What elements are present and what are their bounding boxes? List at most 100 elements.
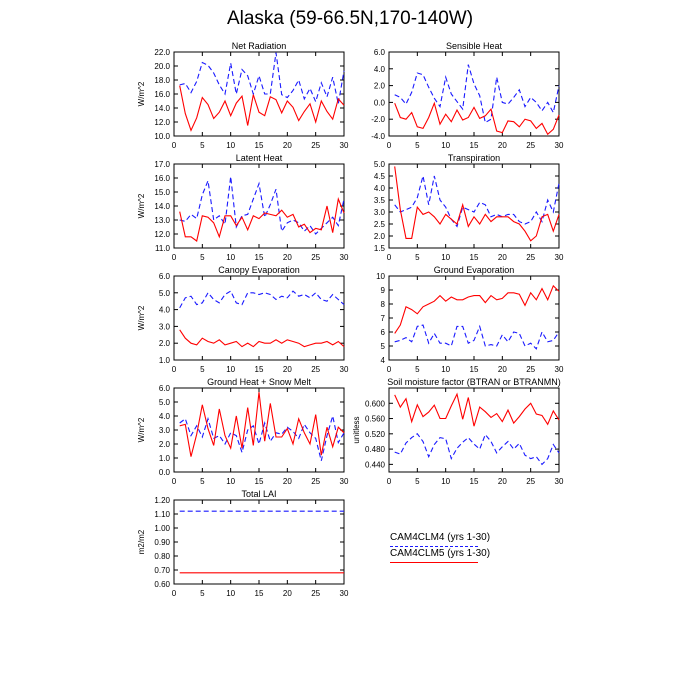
x-tick-label: 10	[441, 477, 450, 486]
x-tick-label: 0	[172, 141, 177, 150]
x-tick-label: 10	[226, 365, 235, 374]
x-tick-label: 15	[470, 477, 479, 486]
x-tick-label: 20	[498, 141, 507, 150]
y-tick-label: 6.0	[159, 272, 171, 281]
y-axis-label: unitless	[352, 416, 361, 443]
panel-frame	[388, 275, 560, 361]
x-tick-label: 20	[498, 253, 507, 262]
series-line-clm4	[179, 415, 345, 461]
y-tick-label: 12.0	[154, 118, 170, 127]
y-tick-label: 4.0	[374, 65, 386, 74]
panel-frame	[173, 499, 345, 585]
y-tick-label: 1.00	[154, 524, 170, 533]
x-tick-label: 0	[387, 253, 392, 262]
x-tick-label: 15	[255, 477, 264, 486]
y-tick-label: 0.0	[159, 468, 171, 477]
y-tick-label: 0.520	[365, 430, 386, 439]
x-tick-label: 0	[172, 477, 177, 486]
panel-3: Transpiration 0 5 10 15 20 25 30 1.5 2.0 2.5 3.0 3.5…	[374, 153, 564, 262]
x-tick-label: 5	[200, 253, 205, 262]
x-tick-label: 25	[311, 253, 320, 262]
y-tick-label: 2.0	[159, 339, 171, 348]
x-tick-label: 15	[255, 141, 264, 150]
legend-item-clm4: CAM4CLM4 (yrs 1-30)	[390, 532, 510, 548]
x-tick-label: 20	[283, 477, 292, 486]
x-tick-label: 25	[526, 477, 535, 486]
series-line-clm5	[179, 85, 345, 132]
panel-title: Net Radiation	[232, 41, 287, 51]
y-tick-label: 3.0	[159, 322, 171, 331]
panel-6: Ground Heat + Snow Melt 0 5 10 15 20 25 30 0.0 1.…	[137, 377, 349, 486]
y-tick-label: 7	[381, 314, 386, 323]
panel-title: Canopy Evaporation	[218, 265, 300, 275]
y-tick-label: 2.5	[374, 220, 386, 229]
y-tick-label: 4	[381, 356, 386, 365]
x-tick-label: 5	[200, 589, 205, 598]
panel-2: Latent Heat 0 5 10 15 20 25 30 11.0 12.0 13.0 14.0 1…	[137, 153, 349, 262]
y-tick-label: 10.0	[154, 132, 170, 141]
y-tick-label: 1.10	[154, 510, 170, 519]
x-tick-label: 25	[311, 589, 320, 598]
y-tick-label: 22.0	[154, 48, 170, 57]
y-tick-label: 13.0	[154, 216, 170, 225]
series-line-clm5	[179, 392, 345, 457]
legend-item-clm5: CAM4CLM5 (yrs 1-30)	[390, 548, 510, 564]
series-line-clm5	[179, 329, 345, 348]
x-tick-label: 30	[340, 589, 349, 598]
y-tick-label: 0.560	[365, 415, 386, 424]
y-tick-label: 9	[381, 286, 386, 295]
legend-label-clm4: CAM4CLM4 (yrs 1-30)	[390, 532, 491, 543]
x-tick-label: 30	[555, 365, 564, 374]
x-tick-label: 15	[470, 141, 479, 150]
panel-7: Soil moisture factor (BTRAN or BTRANMN) 0…	[352, 377, 564, 486]
y-tick-label: 10	[376, 272, 385, 281]
panel-title: Sensible Heat	[446, 41, 503, 51]
series-line-clm5	[394, 101, 560, 136]
page-title: Alaska (59-66.5N,170-140W)	[226, 8, 474, 29]
x-tick-label: 10	[226, 253, 235, 262]
x-tick-label: 20	[283, 365, 292, 374]
x-tick-label: 0	[172, 253, 177, 262]
series-line-clm5	[179, 196, 345, 242]
panel-title: Total LAI	[241, 489, 276, 499]
y-tick-label: 1.20	[154, 496, 170, 505]
y-tick-label: 2.0	[374, 82, 386, 91]
y-tick-label: 0.0	[374, 98, 386, 107]
series-line-clm5	[394, 392, 560, 427]
x-tick-label: 5	[200, 141, 205, 150]
series-line-clm4	[179, 52, 345, 104]
panel-title: Ground Evaporation	[434, 265, 515, 275]
panel-frame	[173, 275, 345, 361]
panel-8: Total LAI 0 5 10 15 20 25 30 0.60 0.70 0.80 0.90 1.0…	[137, 489, 349, 598]
y-tick-label: 5.0	[159, 398, 171, 407]
y-tick-label: -4.0	[371, 132, 385, 141]
x-tick-label: 5	[200, 477, 205, 486]
y-axis-label: W/m^2	[137, 417, 146, 442]
x-tick-label: 25	[311, 477, 320, 486]
x-tick-label: 20	[283, 589, 292, 598]
y-axis-label: m2/m2	[137, 529, 146, 554]
y-tick-label: 3.5	[374, 196, 386, 205]
x-tick-label: 10	[226, 477, 235, 486]
panel-frame	[388, 387, 560, 473]
y-tick-label: 1.5	[374, 244, 386, 253]
panel-title: Soil moisture factor (BTRAN or BTRANMN)	[387, 377, 561, 387]
panel-frame	[173, 51, 345, 137]
x-tick-label: 30	[555, 477, 564, 486]
x-tick-label: 25	[311, 141, 320, 150]
y-tick-label: 20.0	[154, 62, 170, 71]
y-tick-label: 16.0	[154, 90, 170, 99]
x-tick-label: 5	[200, 365, 205, 374]
x-tick-label: 15	[470, 253, 479, 262]
y-tick-label: 6.0	[159, 384, 171, 393]
x-tick-label: 25	[526, 253, 535, 262]
y-tick-label: 0.90	[154, 538, 170, 547]
y-tick-label: 17.0	[154, 160, 170, 169]
y-tick-label: 4.0	[159, 412, 171, 421]
y-tick-label: 11.0	[155, 244, 171, 253]
x-tick-label: 30	[340, 477, 349, 486]
x-tick-label: 15	[255, 365, 264, 374]
x-tick-label: 30	[340, 253, 349, 262]
y-tick-label: 5.0	[159, 289, 171, 298]
